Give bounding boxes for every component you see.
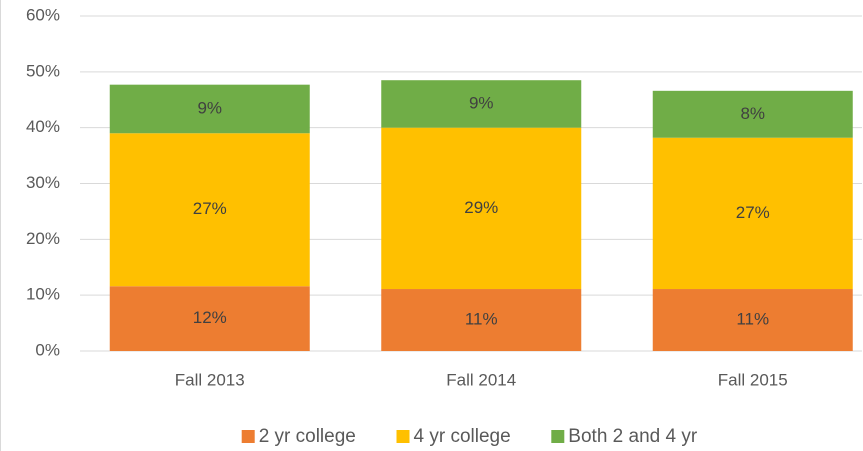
data-label: 12% xyxy=(193,308,227,327)
x-tick-label: Fall 2015 xyxy=(718,370,788,389)
bar-segment xyxy=(652,289,853,351)
bar-segment xyxy=(109,286,310,351)
data-label: 11% xyxy=(465,309,498,328)
y-tick-label: 10% xyxy=(26,285,60,304)
data-label: 11% xyxy=(736,309,769,328)
y-tick-label: 40% xyxy=(26,117,60,136)
y-tick-label: 20% xyxy=(26,229,60,248)
bar-segment xyxy=(109,133,310,287)
legend-swatch xyxy=(396,430,410,443)
legend-swatch xyxy=(241,430,255,443)
data-label: 9% xyxy=(197,98,222,117)
legend-label: 4 yr college xyxy=(414,426,511,447)
y-tick-label: 0% xyxy=(35,340,60,359)
x-tick-label: Fall 2013 xyxy=(175,370,245,389)
data-label: 29% xyxy=(464,198,498,217)
data-label: 9% xyxy=(469,93,494,112)
legend-label: 2 yr college xyxy=(259,426,356,447)
bar-segment xyxy=(381,127,582,290)
bar-segment xyxy=(109,84,310,134)
legend-label: Both 2 and 4 yr xyxy=(568,426,698,447)
y-tick-label: 60% xyxy=(26,5,60,24)
bar-segment xyxy=(381,80,582,128)
y-tick-label: 30% xyxy=(26,173,60,192)
legend-swatch xyxy=(551,430,565,443)
x-tick-label: Fall 2014 xyxy=(446,370,516,389)
y-tick-label: 50% xyxy=(26,61,60,80)
bar-segment xyxy=(652,137,853,290)
bar-segment xyxy=(381,289,582,351)
data-label: 27% xyxy=(736,203,770,222)
data-label: 27% xyxy=(193,199,227,218)
bar-segment xyxy=(652,90,853,138)
data-label: 8% xyxy=(740,104,765,123)
